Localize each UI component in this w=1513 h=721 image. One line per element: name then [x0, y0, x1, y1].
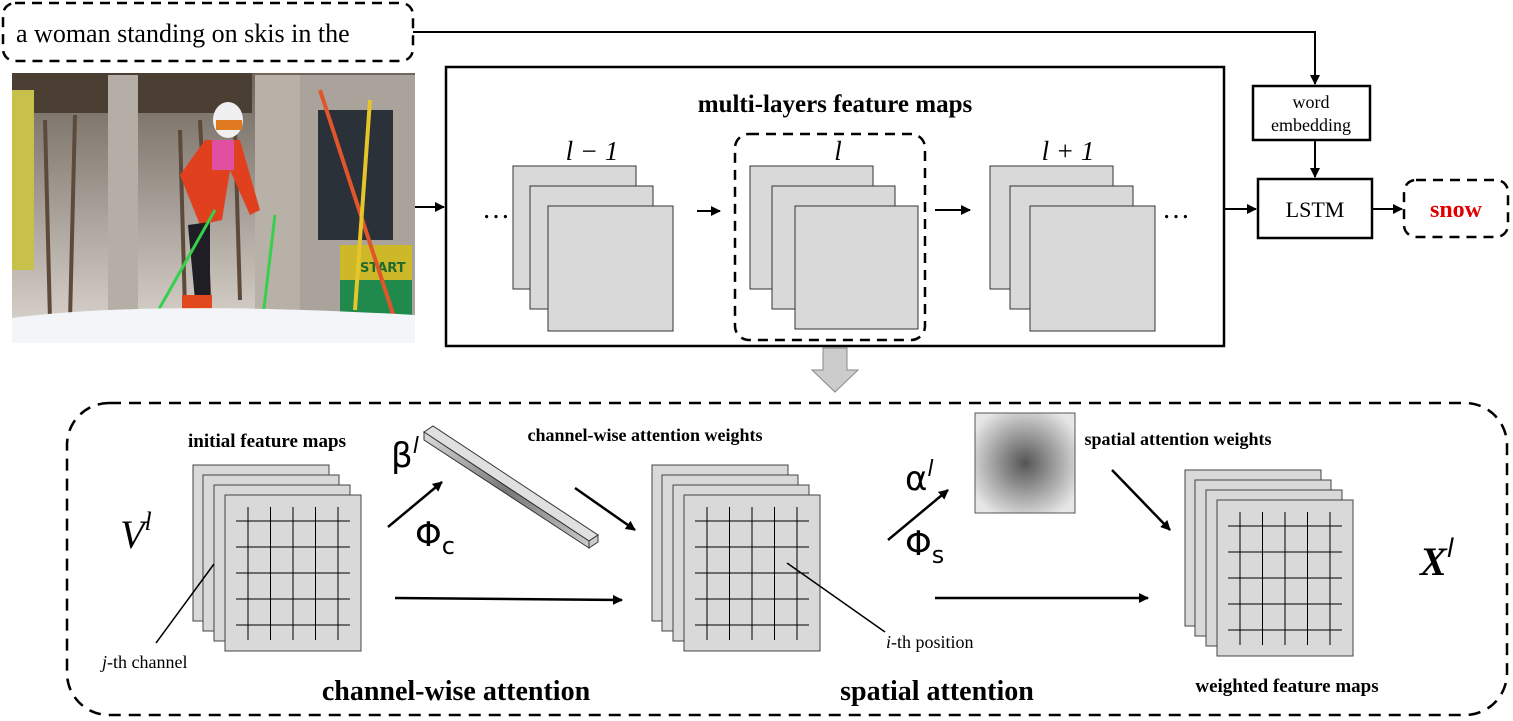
layer-label: l + 1	[1042, 136, 1095, 166]
ellipsis-left: …	[482, 194, 510, 225]
output-word-box: snow	[1402, 178, 1510, 239]
spatial-attention-title: spatial attention	[840, 676, 1034, 707]
channel-attention-title: channel-wise attention	[322, 676, 591, 707]
phi-s-symbol: Φs	[905, 524, 944, 569]
initial-feature-maps-stack	[192, 464, 362, 652]
channel-skip-arrow	[394, 594, 623, 605]
photo-sign-text: START	[360, 261, 406, 276]
expand-arrow	[810, 347, 860, 393]
phi-s-arrow	[887, 489, 949, 541]
alpha-symbol: αl	[905, 457, 934, 499]
phi-c-arrow	[387, 481, 443, 528]
input-photo: START	[12, 73, 415, 343]
feature-maps-title: multi-layers feature maps	[698, 91, 973, 118]
output-word: snow	[1430, 197, 1483, 223]
channel-weighted-maps-stack	[651, 464, 821, 652]
lstm-box: LSTM	[1256, 177, 1374, 240]
spatial-attention-map	[974, 412, 1076, 514]
beta-symbol: βl	[391, 434, 419, 476]
word-embedding-box: word embedding	[1251, 84, 1372, 142]
layer-l: l	[733, 132, 927, 342]
j-channel-label: j-th channel	[100, 652, 187, 672]
channel-weights-label: channel-wise attention weights	[528, 425, 763, 445]
weighted-feature-maps-stack	[1184, 469, 1354, 657]
feature-maps-box: multi-layers feature maps … l − 1 l l + …	[444, 65, 1226, 348]
i-position-pointer	[786, 562, 886, 633]
spatial-weights-arrow	[1111, 469, 1171, 531]
x-symbol: Xl	[1418, 534, 1455, 584]
ellipsis-right: …	[1162, 194, 1190, 225]
lstm-label: LSTM	[1286, 197, 1345, 222]
phi-c-symbol: Φc	[415, 515, 455, 560]
word-embedding-line2: embedding	[1271, 115, 1351, 135]
initial-maps-label: initial feature maps	[188, 431, 346, 452]
channel-weights-arrow	[574, 486, 636, 532]
layer-l-plus-1: l + 1	[989, 136, 1156, 332]
spatial-weights-label: spatial attention weights	[1084, 429, 1271, 449]
layer-label: l	[834, 136, 842, 166]
caption-text: a woman standing on skis in the	[16, 19, 350, 48]
v-symbol: Vl	[120, 507, 152, 557]
i-position-label: i-th position	[886, 632, 974, 652]
channel-attention-bar	[423, 425, 599, 549]
layer-l-minus-1: l − 1	[512, 136, 674, 332]
j-channel-pointer	[155, 563, 215, 644]
weighted-maps-label: weighted feature maps	[1195, 676, 1378, 697]
layer-label: l − 1	[566, 136, 619, 166]
attention-detail-box: initial feature maps Vl j-th channel βl …	[65, 401, 1509, 717]
word-embedding-line1: word	[1293, 92, 1330, 112]
caption-input-box: a woman standing on skis in the	[1, 1, 415, 63]
caption-to-embedding-arrow	[413, 31, 1320, 85]
